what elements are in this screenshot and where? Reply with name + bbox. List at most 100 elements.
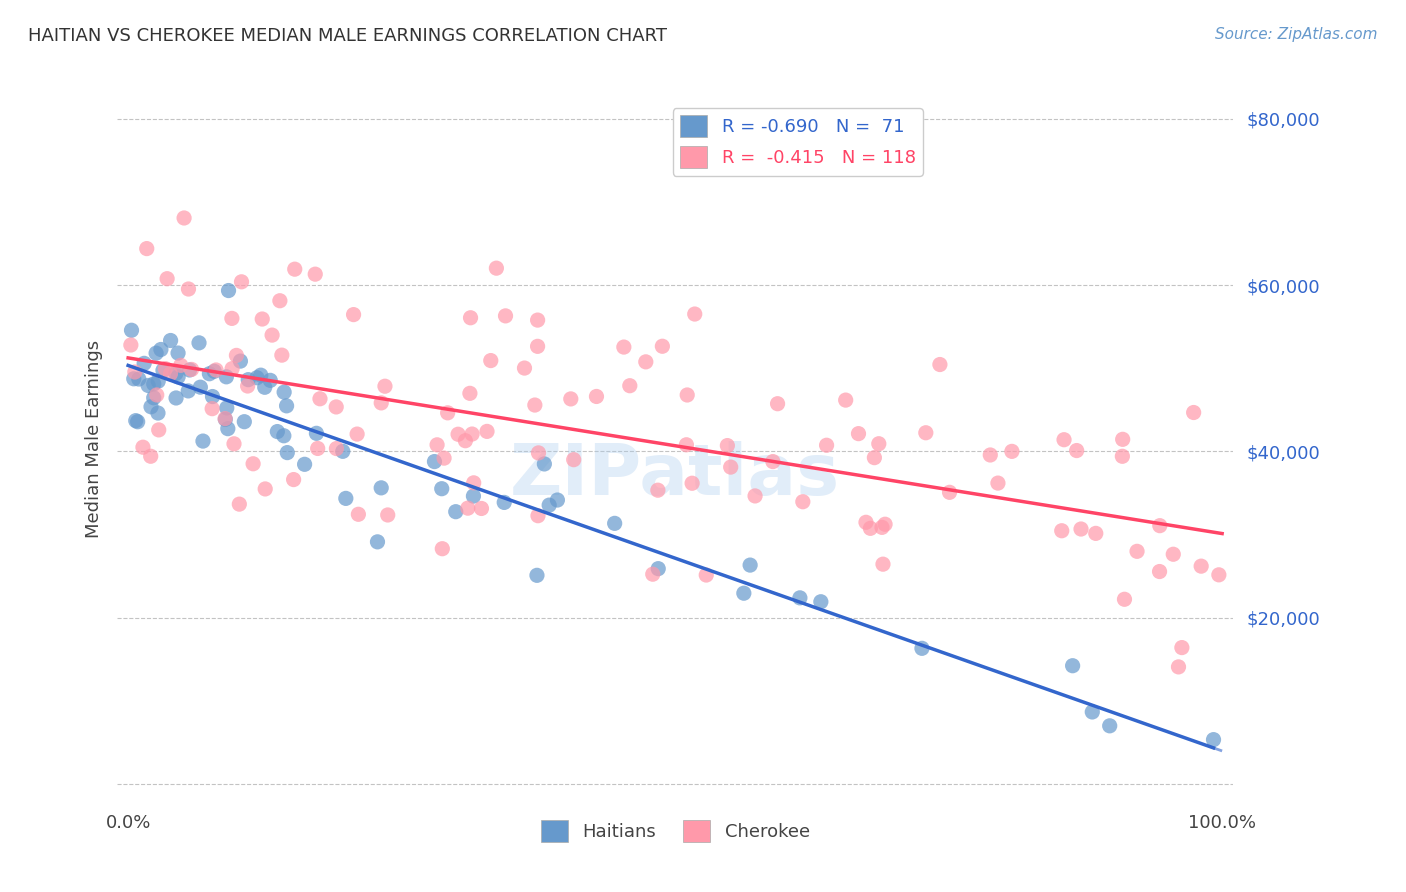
Point [370, 481, 392, 495]
Point [651, 339, 673, 353]
Point [546, 493, 568, 508]
Point [647, 562, 669, 576]
Point [225, 348, 247, 362]
Point [562, 452, 585, 467]
Point [716, 439, 738, 453]
Point [855, 516, 877, 530]
Point [513, 361, 536, 376]
Point [205, 363, 228, 377]
Point [1111, 433, 1133, 447]
Point [127, 415, 149, 429]
Point [526, 313, 548, 327]
Point [145, 346, 167, 360]
Point [132, 440, 155, 454]
Point [1070, 522, 1092, 536]
Point [527, 446, 550, 460]
Point [470, 501, 492, 516]
Point [366, 534, 388, 549]
Point [494, 495, 516, 509]
Point [423, 454, 446, 468]
Point [215, 369, 238, 384]
Point [159, 367, 181, 381]
Point [342, 308, 364, 322]
Point [146, 406, 169, 420]
Text: ZIPatlas: ZIPatlas [510, 441, 841, 509]
Point [585, 389, 607, 403]
Point [346, 427, 368, 442]
Point [461, 427, 484, 442]
Point [218, 284, 240, 298]
Point [152, 363, 174, 377]
Point [269, 293, 291, 308]
Point [188, 335, 211, 350]
Point [231, 275, 253, 289]
Point [229, 354, 252, 368]
Point [128, 372, 150, 386]
Point [307, 442, 329, 456]
Point [740, 558, 762, 573]
Point [447, 427, 470, 442]
Point [177, 282, 200, 296]
Point [495, 309, 517, 323]
Point [1050, 524, 1073, 538]
Text: Source: ZipAtlas.com: Source: ZipAtlas.com [1215, 27, 1378, 42]
Point [159, 334, 181, 348]
Point [294, 458, 316, 472]
Point [167, 370, 190, 384]
Point [180, 362, 202, 376]
Point [276, 445, 298, 459]
Point [613, 340, 636, 354]
Point [458, 386, 481, 401]
Point [370, 396, 392, 410]
Point [1189, 559, 1212, 574]
Point [121, 323, 143, 337]
Point [233, 415, 256, 429]
Point [156, 271, 179, 285]
Point [283, 473, 305, 487]
Point [526, 339, 548, 353]
Point [242, 457, 264, 471]
Point [463, 475, 485, 490]
Point [221, 311, 243, 326]
Point [766, 397, 789, 411]
Point [1149, 518, 1171, 533]
Point [139, 450, 162, 464]
Point [430, 482, 453, 496]
Point [215, 401, 238, 415]
Point [201, 390, 224, 404]
Point [1171, 640, 1194, 655]
Point [859, 521, 882, 535]
Point [304, 267, 326, 281]
Point [214, 411, 236, 425]
Point [142, 376, 165, 391]
Point [217, 422, 239, 436]
Point [987, 476, 1010, 491]
Point [270, 348, 292, 362]
Point [222, 437, 245, 451]
Point [165, 367, 187, 381]
Point [266, 425, 288, 439]
Point [634, 355, 657, 369]
Point [538, 498, 561, 512]
Point [1167, 660, 1189, 674]
Point [1149, 565, 1171, 579]
Point [309, 392, 332, 406]
Point [1066, 443, 1088, 458]
Point [733, 586, 755, 600]
Point [720, 460, 742, 475]
Point [676, 388, 699, 402]
Point [125, 414, 148, 428]
Point [444, 505, 467, 519]
Point [325, 442, 347, 456]
Point [148, 423, 170, 437]
Point [1114, 592, 1136, 607]
Point [145, 388, 167, 402]
Point [273, 429, 295, 443]
Point [527, 508, 550, 523]
Point [259, 373, 281, 387]
Point [603, 516, 626, 531]
Point [1182, 405, 1205, 419]
Point [454, 434, 477, 448]
Text: HAITIAN VS CHEROKEE MEDIAN MALE EARNINGS CORRELATION CHART: HAITIAN VS CHEROKEE MEDIAN MALE EARNINGS… [28, 27, 666, 45]
Point [377, 508, 399, 522]
